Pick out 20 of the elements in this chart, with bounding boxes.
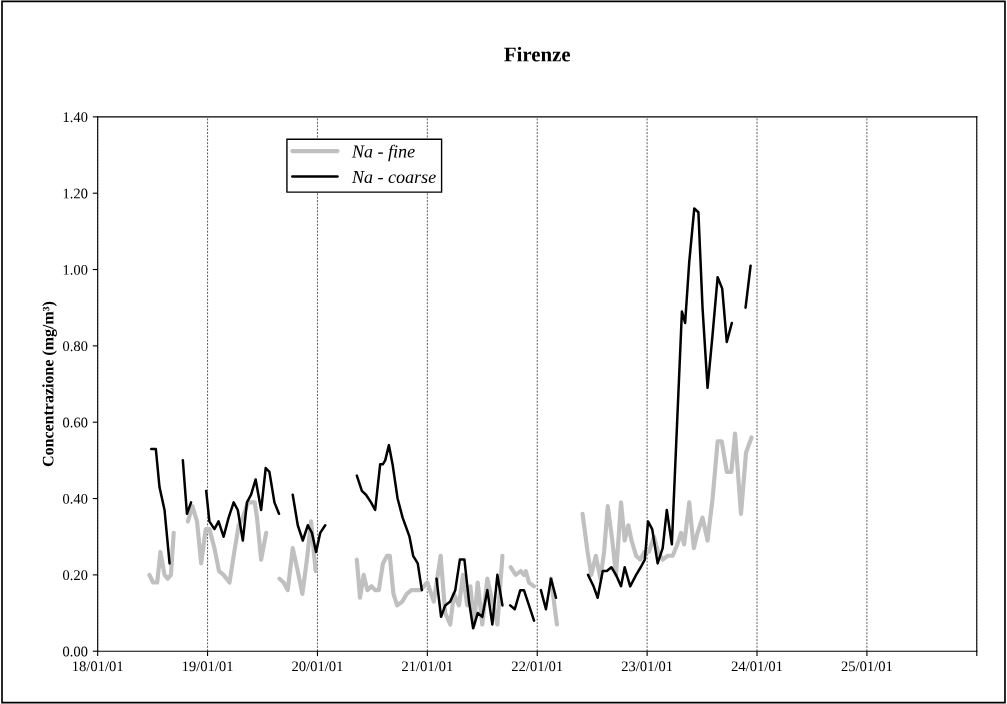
- y-tick-label: 1.40: [63, 112, 88, 123]
- y-tick-label: 0.20: [62, 570, 88, 581]
- x-tick-label: 19/01/01: [182, 661, 233, 672]
- y-axis-title: Concentrazione (mg/m³): [42, 301, 57, 467]
- x-tick-label: 21/01/01: [402, 661, 453, 672]
- y-tick-label: 0.80: [62, 341, 88, 352]
- x-tick-label: 22/01/01: [511, 661, 563, 672]
- chart-title: Firenze: [504, 46, 571, 62]
- x-tick-label: 18/01/01: [73, 661, 123, 672]
- x-tick-label: 23/01/01: [621, 661, 673, 672]
- legend-label: Na - fine: [351, 144, 415, 162]
- legend-label: Na - coarse: [351, 171, 436, 184]
- y-tick-label: 0.00: [62, 646, 88, 657]
- x-tick-label: 25/01/01: [841, 661, 892, 672]
- y-tick-label: 0.40: [62, 493, 88, 504]
- y-tick-label: 1.00: [63, 264, 88, 275]
- y-tick-label: 0.60: [62, 417, 88, 428]
- y-tick-label: 1.20: [63, 188, 88, 199]
- x-tick-label: 20/01/01: [292, 661, 343, 672]
- x-tick-label: 24/01/01: [731, 661, 783, 672]
